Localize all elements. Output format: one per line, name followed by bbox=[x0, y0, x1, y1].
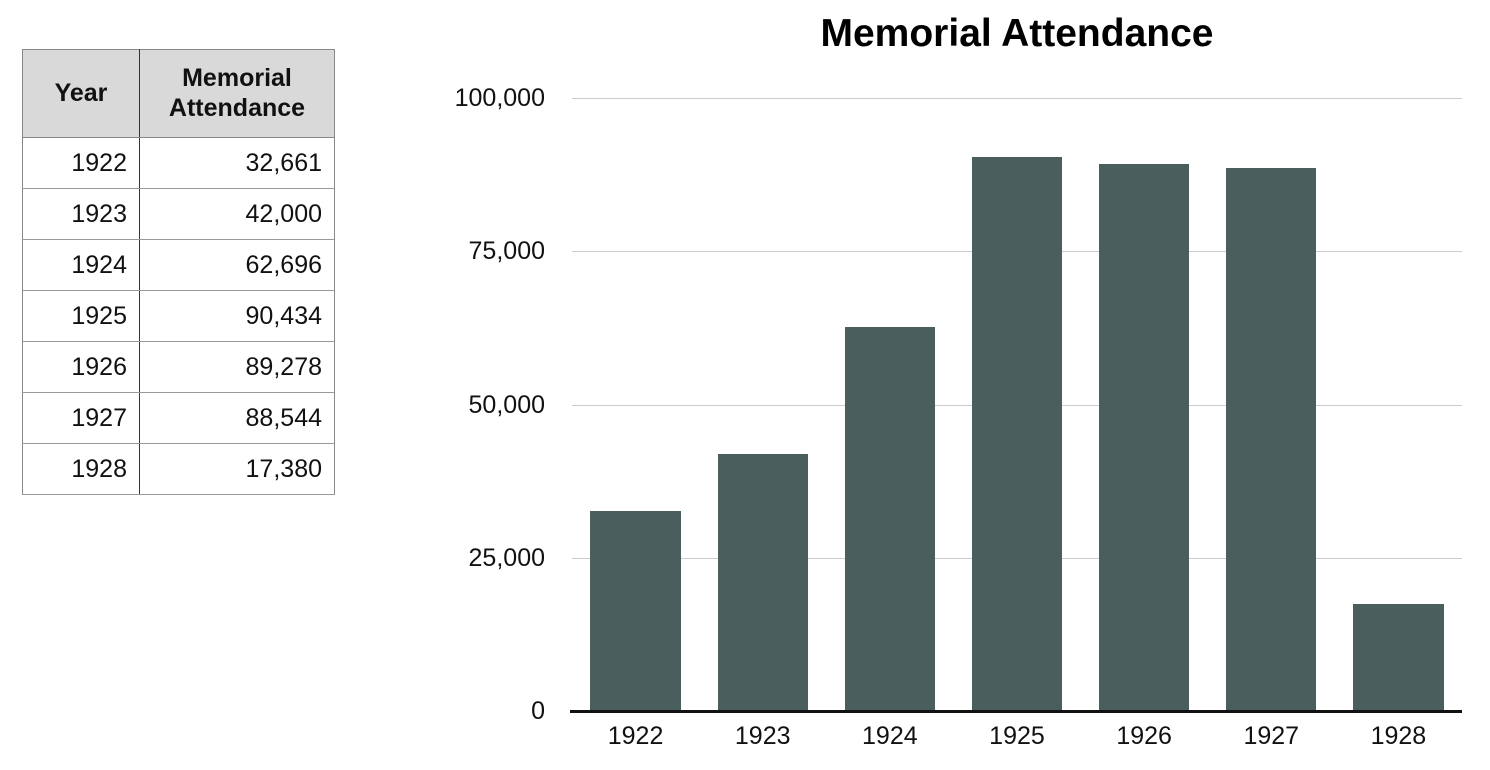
table-header-year: Year bbox=[22, 49, 140, 138]
bar-slot bbox=[1335, 98, 1462, 711]
y-axis-tick-label: 25,000 bbox=[468, 544, 545, 572]
x-axis-tick-label: 1926 bbox=[1116, 722, 1172, 750]
year-cell: 1922 bbox=[22, 137, 140, 189]
bar-slot bbox=[1208, 98, 1335, 711]
attendance-table: Year Memorial Attendance 1922 32,661 1923 4… bbox=[22, 49, 335, 495]
bar-slot bbox=[826, 98, 953, 711]
table-row: 1923 42,000 bbox=[22, 188, 335, 240]
x-axis-tick-label: 1925 bbox=[989, 722, 1045, 750]
year-cell: 1928 bbox=[22, 443, 140, 495]
x-axis-tick-label: 1923 bbox=[734, 722, 791, 750]
x-axis-labels: 1922 1923 1924 1925 1926 1927 1928 bbox=[572, 722, 1462, 751]
table-row: 1928 17,380 bbox=[22, 443, 335, 495]
bar-1928 bbox=[1353, 604, 1444, 711]
bar-slot bbox=[1081, 98, 1208, 711]
table-header-row: Year Memorial Attendance bbox=[22, 49, 335, 138]
x-axis-tick-label: 1922 bbox=[607, 722, 664, 750]
year-cell: 1927 bbox=[22, 392, 140, 444]
table-row: 1926 89,278 bbox=[22, 341, 335, 393]
bar-1923 bbox=[717, 453, 808, 711]
year-cell: 1924 bbox=[22, 239, 140, 291]
plot-area bbox=[572, 98, 1462, 711]
attendance-value-cell: 89,278 bbox=[139, 341, 335, 393]
attendance-value-cell: 32,661 bbox=[139, 137, 335, 189]
table-body: 1922 32,661 1923 42,000 1924 62,696 1925 90,434… bbox=[22, 137, 335, 495]
table-row: 1924 62,696 bbox=[22, 239, 335, 291]
year-cell: 1923 bbox=[22, 188, 140, 240]
table-header-attendance: Memorial Attendance bbox=[139, 49, 335, 138]
bar-slot bbox=[953, 98, 1080, 711]
year-cell: 1925 bbox=[22, 290, 140, 342]
bar-1925 bbox=[971, 156, 1063, 711]
attendance-value-cell: 42,000 bbox=[139, 188, 335, 240]
bar-slot bbox=[572, 98, 699, 711]
bar-1926 bbox=[1099, 163, 1190, 711]
y-axis-tick-label: 100,000 bbox=[454, 84, 545, 112]
y-axis-tick-label: 0 bbox=[531, 697, 545, 725]
y-axis-tick-label: 50,000 bbox=[468, 391, 545, 419]
table-row: 1922 32,661 bbox=[22, 137, 335, 189]
x-axis-line bbox=[570, 710, 1462, 713]
year-cell: 1926 bbox=[22, 341, 140, 393]
table-row: 1927 88,544 bbox=[22, 392, 335, 444]
bar-slot bbox=[699, 98, 826, 711]
chart-title: Memorial Attendance bbox=[820, 12, 1214, 55]
x-axis-tick-label: 1924 bbox=[862, 722, 918, 750]
x-axis-tick-label: 1927 bbox=[1243, 722, 1300, 750]
bar-1924 bbox=[844, 326, 935, 711]
attendance-value-cell: 90,434 bbox=[139, 290, 335, 342]
attendance-value-cell: 62,696 bbox=[139, 239, 335, 291]
bar-1927 bbox=[1226, 168, 1317, 711]
x-axis-tick-label: 1928 bbox=[1370, 722, 1427, 750]
bar-1922 bbox=[590, 510, 681, 711]
y-axis-tick-label: 75,000 bbox=[468, 237, 545, 265]
table-row: 1925 90,434 bbox=[22, 290, 335, 342]
attendance-value-cell: 88,544 bbox=[139, 392, 335, 444]
gridline bbox=[572, 98, 1462, 99]
attendance-value-cell: 17,380 bbox=[139, 443, 335, 495]
